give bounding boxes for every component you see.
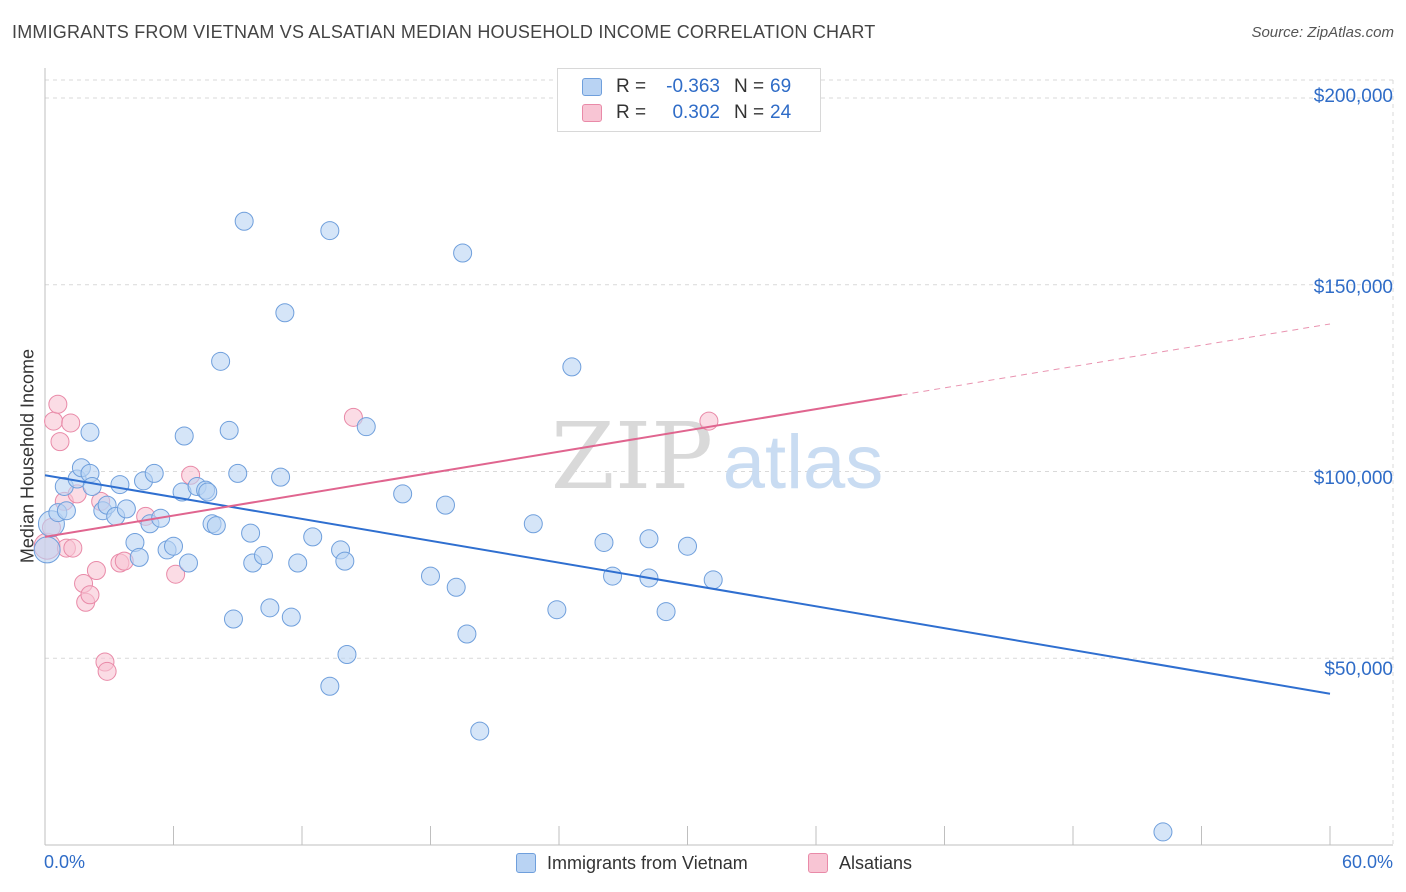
vietnam-trend-line bbox=[44, 474, 1331, 695]
vietnam-point bbox=[594, 532, 614, 552]
legend-n-label: N = bbox=[734, 102, 765, 123]
y-tick-label: $50,000 bbox=[1324, 659, 1393, 680]
x-tick-label-max: 60.0% bbox=[1341, 852, 1393, 872]
vietnam-point bbox=[228, 463, 248, 483]
alsatians-trend-extension bbox=[901, 323, 1331, 396]
vietnam-point bbox=[470, 721, 490, 741]
vietnam-point bbox=[253, 546, 273, 566]
vietnam-point bbox=[144, 463, 164, 483]
vietnam-point bbox=[110, 475, 130, 495]
correlation-legend: R = -0.363 N = 69 R = 0.302 N = 24 bbox=[557, 68, 821, 132]
vietnam-point bbox=[223, 609, 243, 629]
vietnam-point bbox=[523, 514, 543, 534]
vietnam-point bbox=[198, 482, 218, 502]
watermark: ZIP atlas bbox=[551, 403, 883, 510]
vietnam-point bbox=[678, 536, 697, 556]
trend-lines bbox=[44, 323, 1331, 695]
legend-r-value: -0.363 bbox=[666, 76, 720, 97]
vietnam-point bbox=[80, 422, 100, 442]
vietnam-point bbox=[82, 476, 102, 496]
vietnam-point bbox=[435, 495, 455, 515]
vietnam-point bbox=[393, 484, 413, 504]
alsatians-point bbox=[61, 413, 81, 433]
vietnam-point bbox=[320, 676, 340, 696]
watermark-atlas-text: atlas bbox=[723, 420, 884, 505]
vietnam-point bbox=[320, 221, 340, 241]
source-label: Source: ZipAtlas.com bbox=[1251, 24, 1394, 41]
vietnam-point bbox=[275, 303, 295, 323]
y-tick-label: $200,000 bbox=[1313, 86, 1393, 107]
vietnam-point bbox=[219, 420, 239, 440]
alsatians-point bbox=[343, 407, 363, 427]
alsatians-point bbox=[97, 661, 117, 681]
vietnam-point bbox=[281, 607, 301, 627]
vietnam-point bbox=[288, 553, 308, 573]
vietnam-point bbox=[211, 351, 231, 371]
alsatians-point bbox=[86, 560, 106, 580]
vietnam-point bbox=[129, 547, 149, 567]
bottom-legend-label: Alsatians bbox=[839, 853, 913, 873]
vietnam-point bbox=[656, 602, 676, 622]
vietnam-point bbox=[303, 527, 323, 547]
vietnam-point bbox=[421, 566, 440, 586]
vietnam-point bbox=[271, 467, 291, 487]
vietnam-point bbox=[206, 516, 226, 536]
vietnam-point bbox=[116, 499, 136, 519]
alsatians-point bbox=[44, 411, 64, 431]
vietnam-point bbox=[33, 536, 61, 564]
y-tick-label: $100,000 bbox=[1313, 468, 1393, 489]
vietnam-point bbox=[260, 598, 280, 618]
vietnam-point bbox=[639, 529, 659, 549]
legend-r-label: R = bbox=[616, 76, 647, 97]
alsatians-point bbox=[48, 394, 68, 414]
bottom-legend-label: Immigrants from Vietnam bbox=[547, 853, 748, 873]
alsatians-point bbox=[50, 432, 70, 452]
gridlines bbox=[45, 79, 1394, 845]
alsatians-point bbox=[63, 538, 83, 558]
y-tick-label: $150,000 bbox=[1313, 277, 1393, 298]
axes bbox=[44, 68, 1393, 846]
legend-swatch-vietnam bbox=[582, 78, 602, 96]
vietnam-point bbox=[241, 523, 261, 543]
vietnam-point bbox=[356, 417, 376, 437]
vietnam-point bbox=[164, 536, 183, 556]
vietnam-point bbox=[703, 570, 723, 590]
vietnam-point bbox=[174, 426, 194, 446]
vietnam-point bbox=[178, 553, 198, 573]
legend-n-label: N = bbox=[734, 76, 765, 97]
vietnam-point bbox=[56, 501, 76, 521]
bottom-legend-swatch-vietnam bbox=[516, 853, 536, 873]
vietnam-point bbox=[234, 211, 254, 231]
alsatians-point bbox=[80, 585, 100, 605]
legend-swatch-alsatians bbox=[582, 104, 602, 122]
vietnam-point bbox=[1153, 822, 1173, 842]
legend-r-label: R = bbox=[616, 102, 647, 123]
vietnam-point bbox=[446, 577, 466, 597]
vietnam-point bbox=[562, 357, 582, 377]
legend-n-value: 69 bbox=[770, 76, 792, 97]
legend-n-value: 24 bbox=[770, 102, 792, 123]
legend-r-value: 0.302 bbox=[672, 102, 720, 123]
vietnam-point bbox=[547, 600, 567, 620]
vietnam-point bbox=[457, 624, 477, 644]
watermark-zip-text: ZIP bbox=[551, 403, 713, 510]
bottom-legend-swatch-alsatians bbox=[808, 853, 828, 873]
x-tick-label-min: 0.0% bbox=[44, 852, 86, 872]
chart-title: IMMIGRANTS FROM VIETNAM VS ALSATIAN MEDI… bbox=[12, 22, 876, 42]
vietnam-point bbox=[453, 243, 473, 263]
vietnam-point bbox=[337, 645, 357, 665]
vietnam-point bbox=[335, 551, 355, 571]
alsatians-trend-line bbox=[44, 393, 902, 538]
alsatians-point bbox=[166, 564, 186, 584]
vietnam-points bbox=[33, 211, 1173, 842]
